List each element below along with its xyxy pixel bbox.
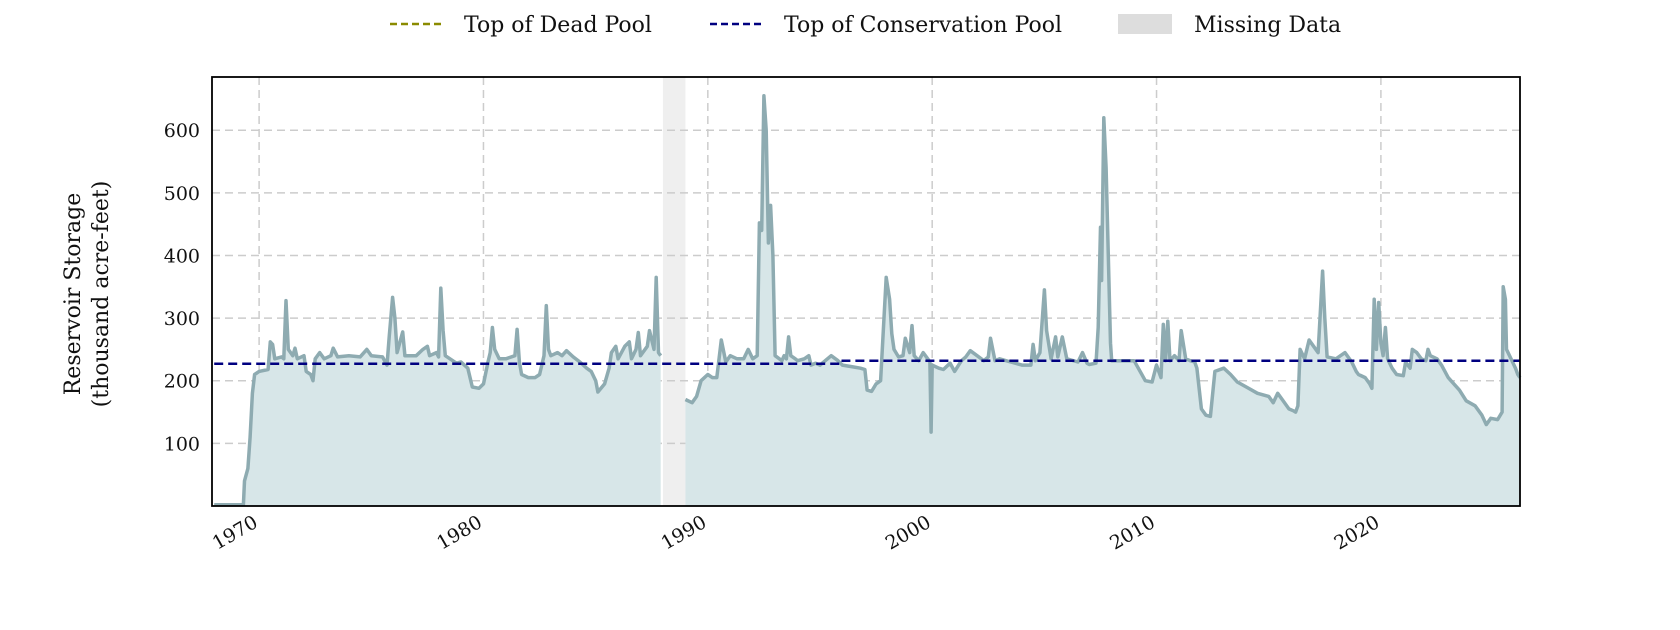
x-tick-label-4: 2010 [1106,511,1159,554]
x-tick-label-3: 2000 [882,511,935,554]
legend: Top of Dead Pool Top of Conservation Poo… [390,13,1341,38]
y-tick-label-2: 300 [164,308,200,330]
x-tick-label-5: 2020 [1331,511,1384,554]
y-tick-label-3: 400 [164,245,200,267]
y-tick-label-4: 500 [164,183,200,205]
legend-conservation-pool-label: Top of Conservation Pool [784,13,1062,38]
plot-frame [211,76,1521,507]
x-tick-label-1: 1980 [433,511,486,554]
y-tick-label-1: 200 [164,371,200,393]
y-axis-title-line1: Reservoir Storage [61,193,86,396]
legend-missing-data-label: Missing Data [1194,13,1341,38]
plot-area: 100 200 300 400 500 600 1970 1980 1990 2000 2010 20… [164,76,1522,555]
conservation-pool-line [214,359,1520,366]
missing-data-span-0 [662,77,686,506]
legend-dead-pool-label: Top of Dead Pool [464,13,652,38]
storage-area-segment-0 [214,277,661,506]
x-tick-label-0: 1970 [209,511,262,554]
storage-line-segment-1 [684,94,1522,434]
x-tick-label-2: 1990 [657,511,710,554]
y-tick-label-5: 600 [164,120,200,142]
legend-missing-data-swatch [1118,14,1172,34]
y-tick-label-0: 100 [164,433,200,455]
y-axis-title: Reservoir Storage (thousand acre-feet) [61,181,114,408]
y-axis-title-line2: (thousand acre-feet) [89,181,114,408]
storage-area-segment-1 [685,95,1520,507]
storage-line-segment-0 [214,275,663,507]
